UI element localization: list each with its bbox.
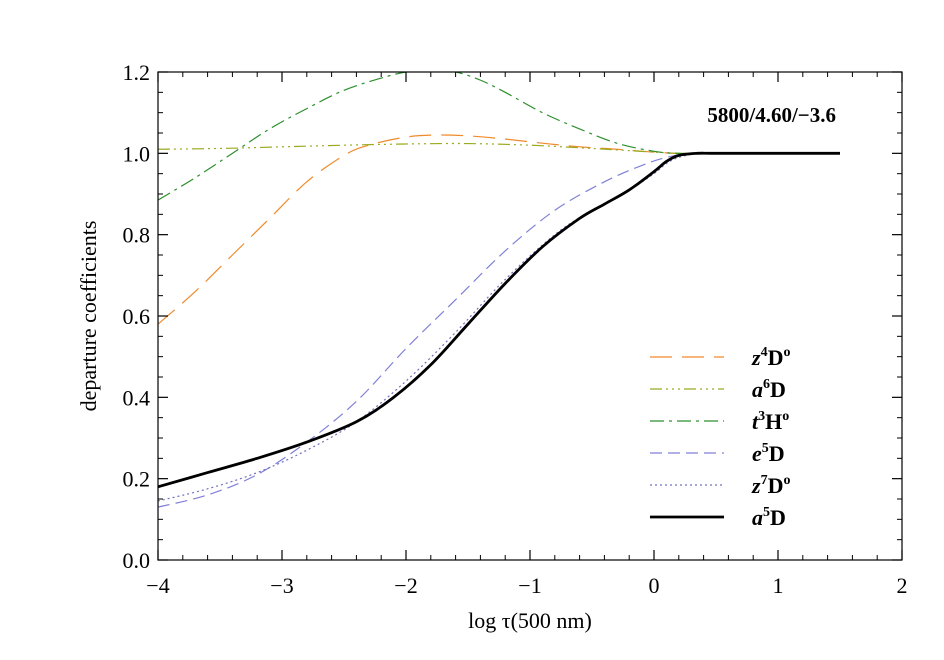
labels-layer: −4 −3 −2 −1 0 1 2 0.0 0.2 0.4 0.6 0.8 1.0 1.2	[123, 60, 908, 598]
x-tick-label: −2	[394, 573, 417, 598]
y-tick-label: 0.2	[123, 467, 151, 492]
ticks-layer	[157, 71, 903, 561]
y-tick-label: 0.0	[123, 548, 151, 573]
chart-annotation: 5800/4.60/−3.6	[707, 103, 836, 127]
legend-label-t3Ho: t3Ho	[752, 409, 789, 434]
legend-label-z7Do: z7Do	[751, 473, 790, 498]
series-line-z4Do	[158, 134, 840, 325]
y-tick-label: 1.2	[123, 60, 151, 85]
x-tick-label: 0	[649, 573, 660, 598]
legend-label-a6D: a6D	[752, 377, 786, 402]
series-line-e5D	[158, 152, 840, 508]
x-tick-label: 1	[773, 573, 784, 598]
series-line-a5D	[158, 151, 840, 489]
y-tick-label: 0.8	[123, 223, 151, 248]
x-tick-label: −4	[146, 573, 169, 598]
y-tick-label: 0.4	[123, 385, 151, 410]
legend-label-e5D: e5D	[752, 441, 785, 466]
y-axis-title: departure coefficients	[76, 221, 101, 412]
y-tick-label: 0.6	[123, 304, 151, 329]
series-line-z7Do	[158, 152, 840, 502]
y-tick-label: 1.0	[123, 141, 151, 166]
x-axis-title: log τ(500 nm)	[468, 608, 592, 633]
x-tick-label: 2	[897, 573, 908, 598]
x-tick-label: −1	[518, 573, 541, 598]
series-line-a6D	[158, 142, 840, 155]
legend: z4Do a6D t3Ho e5D z7Do a5D	[650, 345, 790, 530]
x-tick-label: −3	[270, 573, 293, 598]
legend-label-z4Do: z4Do	[751, 345, 790, 370]
legend-label-a5D: a5D	[752, 505, 786, 530]
series-line-t3Ho	[158, 72, 840, 201]
series-layer	[158, 72, 840, 508]
